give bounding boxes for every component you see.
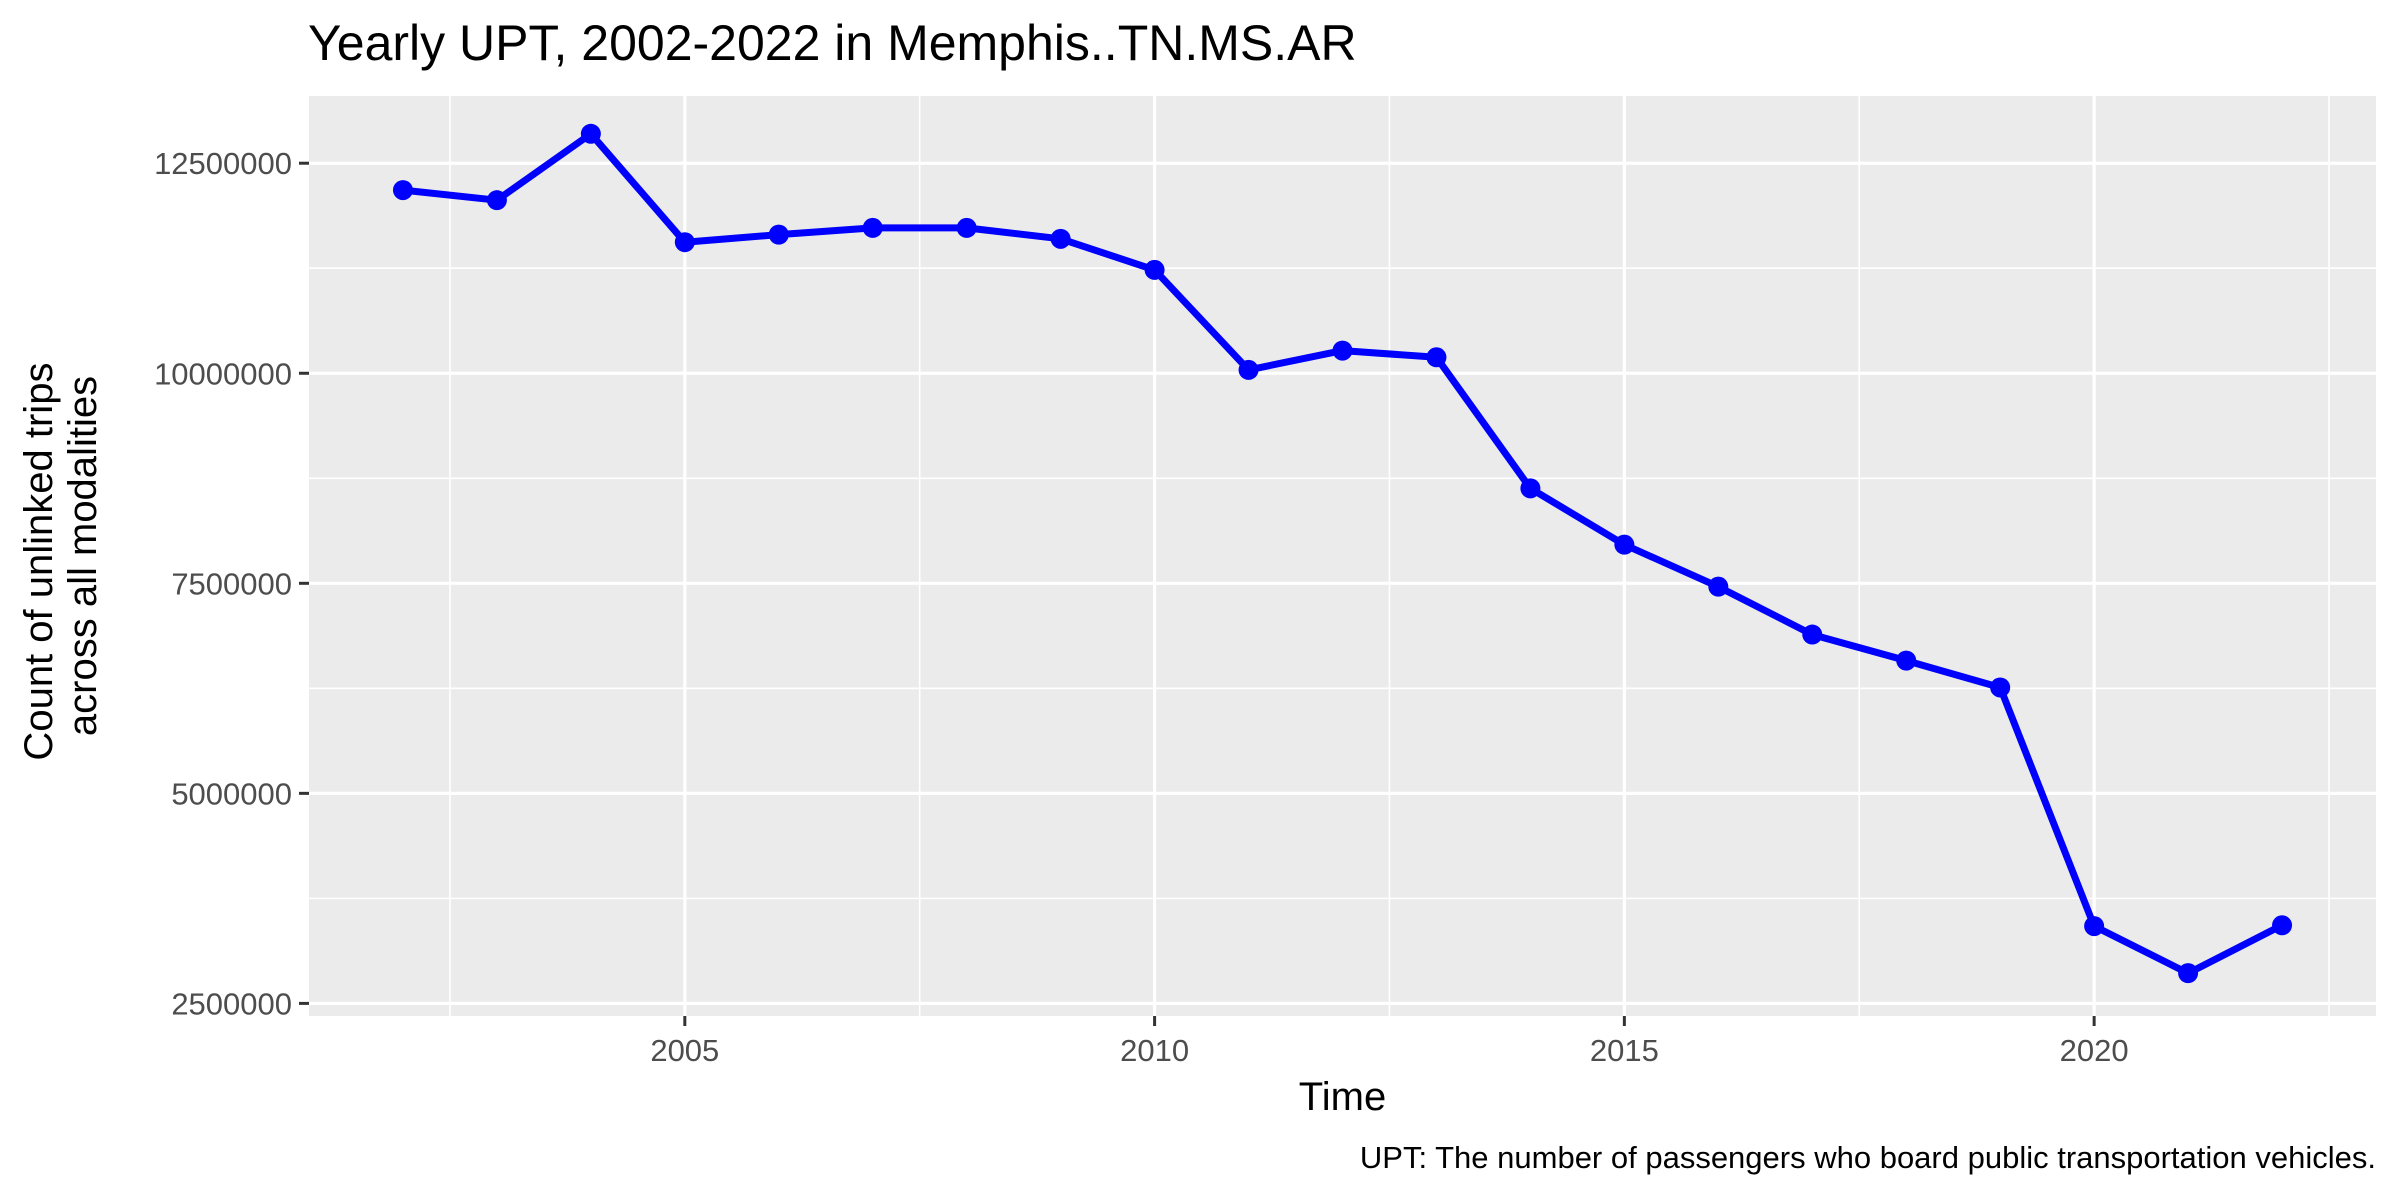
data-point bbox=[862, 217, 883, 238]
data-point bbox=[1050, 228, 1071, 249]
major-gridlines-x bbox=[683, 96, 2096, 1016]
x-axis: 2005 2010 2015 2020 bbox=[650, 1016, 2129, 1068]
y-axis-title-line-1: Count of unlinked trips bbox=[17, 363, 61, 761]
data-point bbox=[1708, 576, 1729, 597]
data-point bbox=[1144, 259, 1165, 280]
chart-title: Yearly UPT, 2002-2022 in Memphis..TN.MS.… bbox=[308, 15, 1357, 71]
data-point bbox=[956, 217, 977, 238]
data-point bbox=[674, 232, 695, 253]
data-point bbox=[1238, 359, 1259, 380]
series-layer bbox=[392, 123, 2293, 984]
y-axis-title: Count of unlinked trips across all modal… bbox=[17, 351, 105, 760]
minor-gridlines-y bbox=[309, 267, 2376, 900]
x-axis-title: Time bbox=[1299, 1075, 1386, 1119]
x-tick-label: 2010 bbox=[1120, 1033, 1189, 1068]
data-point bbox=[1332, 340, 1353, 361]
y-tick-label: 2500000 bbox=[171, 986, 292, 1021]
data-point bbox=[2178, 963, 2199, 984]
major-gridlines-y bbox=[309, 161, 2376, 1005]
data-point bbox=[1896, 650, 1917, 671]
y-axis: 2500000 5000000 7500000 10000000 12500000 bbox=[154, 146, 309, 1021]
data-point bbox=[1614, 534, 1635, 555]
data-point bbox=[580, 123, 601, 144]
x-tick-label: 2020 bbox=[2060, 1033, 2129, 1068]
data-point bbox=[1990, 677, 2011, 698]
data-point bbox=[1426, 347, 1447, 368]
data-point bbox=[2272, 915, 2293, 936]
x-tick-label: 2015 bbox=[1590, 1033, 1659, 1068]
y-tick-label: 12500000 bbox=[154, 146, 292, 181]
data-point bbox=[392, 180, 413, 201]
data-point bbox=[2084, 916, 2105, 937]
data-point bbox=[768, 224, 789, 245]
y-axis-title-line-2: across all modalities bbox=[61, 376, 105, 736]
data-point bbox=[486, 190, 507, 211]
minor-gridlines-x bbox=[449, 96, 2330, 1016]
data-point bbox=[1520, 478, 1541, 499]
y-tick-label: 7500000 bbox=[171, 566, 292, 601]
data-point bbox=[1802, 624, 1823, 645]
x-tick-label: 2005 bbox=[650, 1033, 719, 1068]
plot-panel bbox=[309, 96, 2376, 1016]
chart-caption: UPT: The number of passengers who board … bbox=[1360, 1140, 2376, 1175]
y-tick-label: 10000000 bbox=[154, 356, 292, 391]
y-tick-label: 5000000 bbox=[171, 776, 292, 811]
